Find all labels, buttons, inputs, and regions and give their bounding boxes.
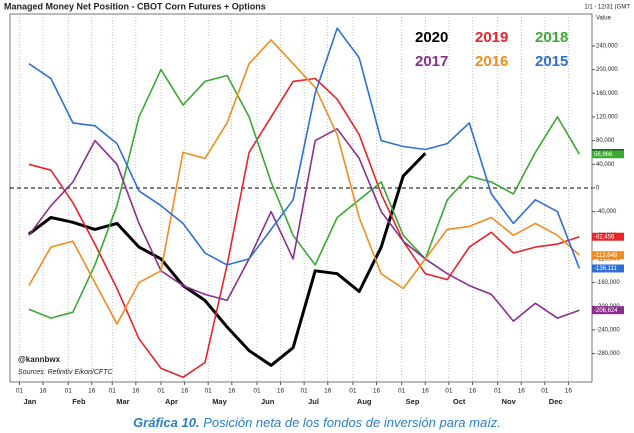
caption: Gráfica 10. Posición neta de los fondos … <box>133 415 501 430</box>
x-tick-label: 16 <box>228 388 236 395</box>
caption-label: Gráfica 10. <box>133 415 200 430</box>
month-label: Mar <box>116 397 129 406</box>
series-line <box>28 77 580 379</box>
chart-title: Managed Money Net Position - CBOT Corn F… <box>4 1 266 11</box>
x-tick-label: 16 <box>422 388 430 395</box>
x-tick-label: 01 <box>16 388 24 395</box>
x-tick-label: 01 <box>253 388 261 395</box>
series-line <box>28 128 580 322</box>
y-tick-label: 40,000 <box>596 162 615 168</box>
end-tag-label: -206,624 <box>594 308 618 314</box>
end-tag <box>592 306 624 315</box>
y-tick-label: -40,000 <box>596 209 617 215</box>
legend-entry: 2019 <box>475 29 508 46</box>
plot-frame <box>9 13 593 383</box>
y-axis-label: Value <box>596 16 612 22</box>
x-tick-label: 16 <box>518 388 526 395</box>
x-tick-label: 16 <box>324 388 332 395</box>
x-tick-label: 01 <box>157 388 165 395</box>
series-line <box>28 68 581 319</box>
month-label: Sep <box>406 397 420 406</box>
month-label: Dec <box>549 397 563 406</box>
x-tick-label: 16 <box>181 388 189 395</box>
month-label: Aug <box>357 397 372 406</box>
annotation: @kannbwx <box>18 355 61 364</box>
x-tick-label: 01 <box>494 388 502 395</box>
y-tick-label: -120,000 <box>596 257 620 263</box>
x-tick-label: 16 <box>565 388 573 395</box>
y-tick-label: 200,000 <box>596 67 618 73</box>
month-label: Nov <box>502 397 517 406</box>
month-label: Jan <box>23 397 36 406</box>
x-tick-label: 01 <box>541 388 549 395</box>
x-tick-label: 01 <box>301 388 309 395</box>
end-tag-label: -82,456 <box>594 234 615 240</box>
y-tick-label: 160,000 <box>596 91 618 97</box>
month-label: May <box>212 397 227 406</box>
series-line <box>28 39 580 325</box>
month-label: Feb <box>72 397 86 406</box>
month-label: Jun <box>261 397 275 406</box>
legend-entry: 2018 <box>535 29 568 46</box>
end-tag <box>592 150 624 159</box>
x-tick-label: 01 <box>109 388 117 395</box>
month-label: Jul <box>308 397 319 406</box>
y-tick-label: -280,000 <box>596 351 620 357</box>
y-tick-label: 0 <box>596 186 600 192</box>
month-label: Apr <box>165 397 178 406</box>
x-tick-label: 16 <box>277 388 285 395</box>
end-tag-label: 56,966 <box>594 152 613 158</box>
caption-text: Posición neta de los fondos de inversión… <box>203 415 501 430</box>
y-tick-label: 80,000 <box>596 138 615 144</box>
x-tick-label: 01 <box>398 388 406 395</box>
end-tag-label: -136,111 <box>594 266 617 272</box>
x-tick-label: 01 <box>205 388 213 395</box>
end-tag <box>592 251 624 260</box>
x-tick-label: 16 <box>39 388 47 395</box>
legend-entry: 2015 <box>535 53 568 70</box>
legend-entry: 2020 <box>415 29 448 46</box>
x-tick-label: 16 <box>132 388 140 395</box>
y-tick-label: -240,000 <box>596 328 620 334</box>
series-line <box>27 152 427 367</box>
y-tick-label: -160,000 <box>596 280 620 286</box>
x-tick-label: 16 <box>469 388 477 395</box>
series-line <box>28 27 581 269</box>
y-tick-label: 120,000 <box>596 115 618 121</box>
x-tick-label: 01 <box>349 388 357 395</box>
y-tick-label: 240,000 <box>596 44 618 50</box>
x-tick-label: 16 <box>373 388 381 395</box>
legend-entry: 2016 <box>475 53 508 70</box>
end-tag <box>592 232 624 241</box>
x-tick-label: 01 <box>65 388 73 395</box>
end-tag-label: -113,648 <box>594 253 618 259</box>
x-tick-label: 01 <box>445 388 453 395</box>
legend-entry: 2017 <box>415 53 448 70</box>
range-label: 1/1 - 12/31 (GMT <box>584 5 630 11</box>
month-label: Oct <box>453 397 466 406</box>
x-tick-label: 16 <box>88 388 96 395</box>
end-tag <box>592 264 624 273</box>
source: Sources: Refinitiv Eikon/CFTC <box>18 369 113 376</box>
